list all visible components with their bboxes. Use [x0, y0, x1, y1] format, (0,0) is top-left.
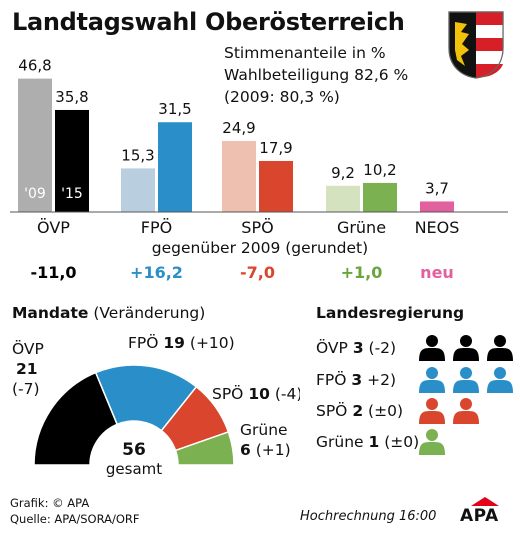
- change-value-SPÖ: -7,0: [240, 263, 275, 282]
- series-label-2009: '09: [24, 186, 46, 202]
- person-icon: [419, 429, 445, 455]
- slice-label-change-SPÖ: (-4): [270, 385, 300, 403]
- label-2015-FPÖ: 31,5: [158, 100, 191, 118]
- change-value-ÖVP: -11,0: [30, 263, 76, 282]
- bar-2009-ÖVP: [18, 78, 52, 213]
- person-icon: [487, 335, 513, 361]
- series-label-2015: '15: [61, 186, 83, 202]
- info-turnout-2009: (2009: 80,3 %): [224, 88, 340, 106]
- government-title: Landesregierung: [316, 304, 465, 322]
- label-2009-FPÖ: 15,3: [121, 146, 154, 164]
- footer-note: Hochrechnung 16:00: [300, 509, 437, 524]
- change-value-Grüne: +1,0: [341, 263, 383, 282]
- slice-label-change-FPÖ: (+10): [185, 334, 235, 352]
- info-vote-share: Stimmenanteile in %: [224, 44, 386, 62]
- apa-logo-triangle-icon: [471, 497, 499, 506]
- gov-party-ÖVP: ÖVP: [316, 338, 353, 357]
- gov-count-Grüne: 1: [369, 433, 380, 451]
- slice-label-change-Grüne: (+1): [251, 441, 291, 459]
- slice-label-seats-ÖVP: 21: [16, 360, 38, 378]
- bar-2009-SPÖ: [222, 141, 256, 212]
- slice-label-party-SPÖ: SPÖ: [212, 384, 248, 403]
- gov-change-Grüne: (±0): [379, 433, 419, 451]
- slice-label-change-ÖVP: (-7): [12, 380, 40, 398]
- bar-2009-FPÖ: [121, 168, 155, 212]
- change-value-FPÖ: +16,2: [130, 263, 183, 282]
- person-icon: [419, 398, 445, 424]
- change-value-NEOS: neu: [420, 263, 454, 282]
- page-title: Landtagswahl Oberösterreich: [12, 8, 405, 36]
- gov-row-ÖVP: ÖVP 3 (-2): [316, 338, 396, 357]
- slice-ÖVP: [33, 371, 119, 466]
- mandate-subtitle: (Veränderung): [93, 304, 206, 322]
- slice-label-FPÖ: FPÖ 19 (+10): [128, 333, 235, 352]
- person-icon: [453, 398, 479, 424]
- gov-count-FPÖ: 3: [351, 371, 362, 389]
- category-label-FPÖ: FPÖ: [141, 218, 172, 237]
- mandate-heading: Mandate (Veränderung): [12, 304, 205, 322]
- slice-label-seats-FPÖ: 19: [163, 334, 185, 352]
- slice-label-seats-Grüne: 6: [240, 441, 251, 459]
- label-2009-ÖVP: 46,8: [18, 57, 51, 75]
- slice-label-party-FPÖ: FPÖ: [128, 333, 163, 352]
- bar-2015-NEOS: [420, 201, 454, 212]
- person-icon: [419, 367, 445, 393]
- slice-label-party-Grüne: Grüne: [240, 421, 288, 439]
- label-2015-ÖVP: 35,8: [55, 88, 88, 106]
- category-label-Grüne: Grüne: [337, 218, 386, 237]
- label-2015-Grüne: 10,2: [363, 161, 396, 179]
- vote-share-bar-chart: 46,835,8 ÖVP -11,0 15,3 31,5 FPÖ +16,2 24,917,9…: [10, 57, 508, 282]
- gov-count-SPÖ: 2: [352, 402, 363, 420]
- gov-change-ÖVP: (-2): [364, 339, 396, 357]
- person-icon: [487, 367, 513, 393]
- gov-change-FPÖ: +2): [362, 371, 396, 389]
- gov-row-FPÖ: FPÖ 3 +2): [316, 370, 396, 389]
- category-label-SPÖ: SPÖ: [241, 218, 273, 237]
- category-label-NEOS: NEOS: [415, 218, 460, 237]
- slice-label-seats-SPÖ: 10: [248, 385, 270, 403]
- gov-count-ÖVP: 3: [353, 339, 364, 357]
- slice-Grüne: [174, 431, 235, 466]
- gov-change-SPÖ: (±0): [363, 402, 403, 420]
- mandate-total: 56: [122, 440, 146, 460]
- info-turnout: Wahlbeteiligung 82,6 %: [224, 66, 409, 84]
- bar-2009-Grüne: [326, 185, 360, 212]
- apa-logo-text: APA: [460, 506, 499, 526]
- gov-row-SPÖ: SPÖ 2 (±0): [316, 401, 403, 420]
- bar-2015-ÖVP: [55, 109, 89, 212]
- slice-label-Grüne-values: 6 (+1): [240, 441, 291, 459]
- gov-party-FPÖ: FPÖ: [316, 370, 351, 389]
- label-2015-NEOS: 3,7: [425, 179, 449, 197]
- bar-2015-SPÖ: [259, 160, 293, 212]
- bar-2015-Grüne: [363, 182, 397, 212]
- slice-label-SPÖ: SPÖ 10 (-4): [212, 384, 300, 403]
- footer-credit: Grafik: © APA: [10, 496, 90, 510]
- mandate-total-label: gesamt: [106, 460, 162, 478]
- label-2015-SPÖ: 17,9: [259, 139, 292, 157]
- gov-party-SPÖ: SPÖ: [316, 401, 352, 420]
- footer-source: Quelle: APA/SORA/ORF: [10, 512, 140, 526]
- person-icon: [419, 335, 445, 361]
- government-table: ÖVP 3 (-2)FPÖ 3 +2)SPÖ 2 (±0)Grüne 1 (±0…: [316, 335, 513, 455]
- person-icon: [453, 335, 479, 361]
- label-2009-SPÖ: 24,9: [222, 119, 255, 137]
- coat-of-arms-icon: [448, 11, 504, 79]
- apa-logo: APA: [460, 497, 510, 529]
- change-caption: gegenüber 2009 (gerundet): [152, 239, 368, 257]
- mandate-title: Mandate: [12, 304, 89, 322]
- person-icon: [453, 367, 479, 393]
- label-2009-Grüne: 9,2: [331, 164, 355, 182]
- gov-row-Grüne: Grüne 1 (±0): [316, 433, 419, 451]
- bar-2015-FPÖ: [158, 122, 192, 212]
- slice-label-party-ÖVP: ÖVP: [12, 339, 44, 358]
- category-label-ÖVP: ÖVP: [37, 218, 70, 237]
- gov-party-Grüne: Grüne: [316, 433, 369, 451]
